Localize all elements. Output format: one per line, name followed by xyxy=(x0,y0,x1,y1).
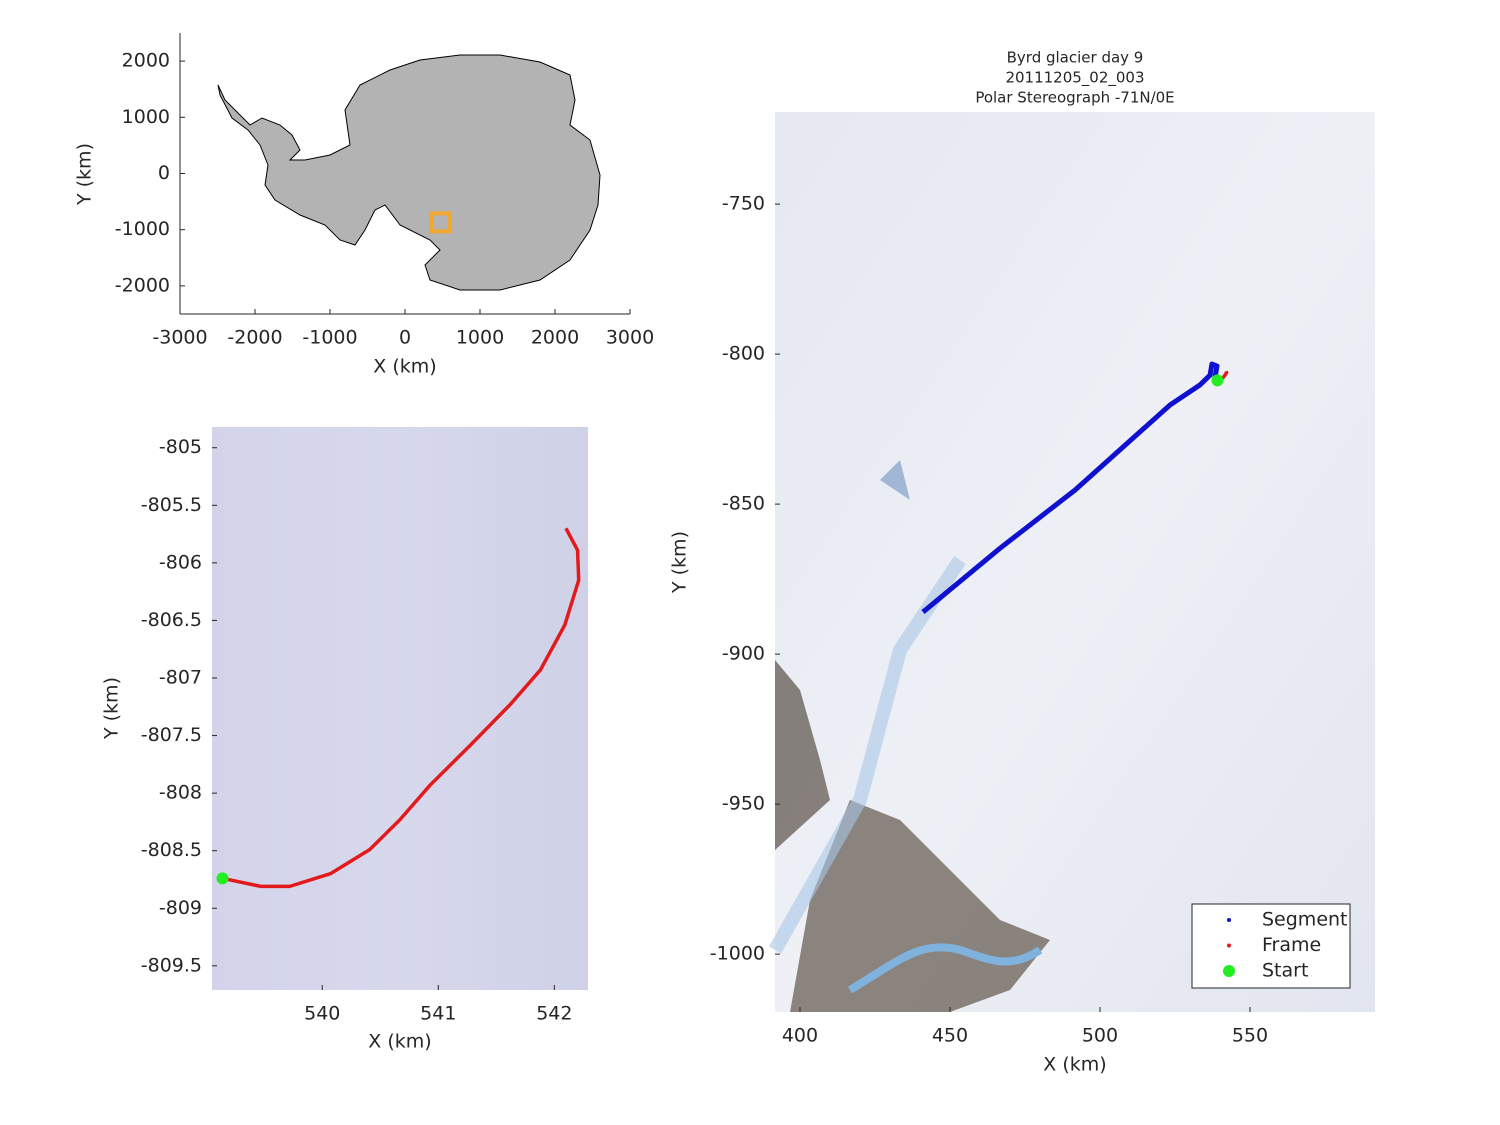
y-axis-label: Y (km) xyxy=(669,531,691,594)
y-tick-label: -808 xyxy=(159,782,202,804)
y-tick-label: -806 xyxy=(159,551,202,573)
y-axis-label: Y (km) xyxy=(101,677,123,740)
x-tick-label: 3000 xyxy=(606,327,654,349)
legend-swatch xyxy=(1227,918,1231,922)
start-marker xyxy=(1211,374,1224,387)
y-tick-label: -800 xyxy=(722,343,765,365)
legend-swatch xyxy=(1223,965,1235,977)
map-background xyxy=(217,54,601,291)
x-tick-label: 1000 xyxy=(456,327,504,349)
title-line: Polar Stereograph -71N/0E xyxy=(975,89,1174,107)
y-tick-label: -809 xyxy=(159,897,202,919)
title-line: Byrd glacier day 9 xyxy=(1007,49,1144,67)
y-tick-label: -805.5 xyxy=(141,494,202,516)
x-tick-label: 450 xyxy=(932,1025,968,1047)
y-tick-label: -2000 xyxy=(115,274,170,296)
y-tick-label: 1000 xyxy=(122,106,170,128)
x-tick-label: 540 xyxy=(304,1003,340,1025)
x-tick-label: -1000 xyxy=(302,327,357,349)
x-tick-label: 550 xyxy=(1232,1025,1268,1047)
track-line xyxy=(921,361,1220,615)
x-tick-label: 0 xyxy=(399,327,411,349)
y-tick-label: 2000 xyxy=(122,50,170,72)
start-marker xyxy=(216,872,229,885)
region-marker xyxy=(429,211,452,234)
y-tick-label: -750 xyxy=(722,193,765,215)
x-tick-label: 500 xyxy=(1082,1025,1118,1047)
legend-swatch xyxy=(1227,943,1231,948)
x-tick-label: 541 xyxy=(420,1003,456,1025)
legend-label: Frame xyxy=(1262,934,1321,956)
y-tick-label: -1000 xyxy=(710,943,765,965)
x-tick-label: -2000 xyxy=(227,327,282,349)
y-axis-label: Y (km) xyxy=(74,143,96,206)
x-tick-label: 400 xyxy=(782,1025,818,1047)
x-tick-label: 2000 xyxy=(531,327,579,349)
x-tick-label: 542 xyxy=(536,1003,572,1025)
y-tick-label: -809.5 xyxy=(141,954,202,976)
y-tick-label: -850 xyxy=(722,493,765,515)
x-axis-label: X (km) xyxy=(1043,1054,1106,1076)
legend-label: Segment xyxy=(1262,909,1348,931)
y-tick-label: -807.5 xyxy=(141,724,202,746)
track-line xyxy=(222,527,581,889)
y-tick-label: 0 xyxy=(158,162,170,184)
plot-background xyxy=(212,427,588,990)
legend-label: Start xyxy=(1262,960,1308,982)
y-tick-label: -806.5 xyxy=(141,609,202,631)
y-tick-label: -808.5 xyxy=(141,839,202,861)
antarctica-outline xyxy=(217,54,601,291)
x-axis-label: X (km) xyxy=(373,356,436,378)
title-line: 20111205_02_003 xyxy=(1005,69,1144,88)
satellite-image xyxy=(768,112,1375,1012)
x-axis-label: X (km) xyxy=(368,1031,431,1053)
y-tick-label: -1000 xyxy=(115,218,170,240)
y-tick-label: -950 xyxy=(722,793,765,815)
legend-box xyxy=(1191,903,1351,989)
y-tick-label: -807 xyxy=(159,666,202,688)
y-tick-label: -805 xyxy=(159,436,202,458)
y-tick-label: -900 xyxy=(722,643,765,665)
x-tick-label: -3000 xyxy=(152,327,207,349)
